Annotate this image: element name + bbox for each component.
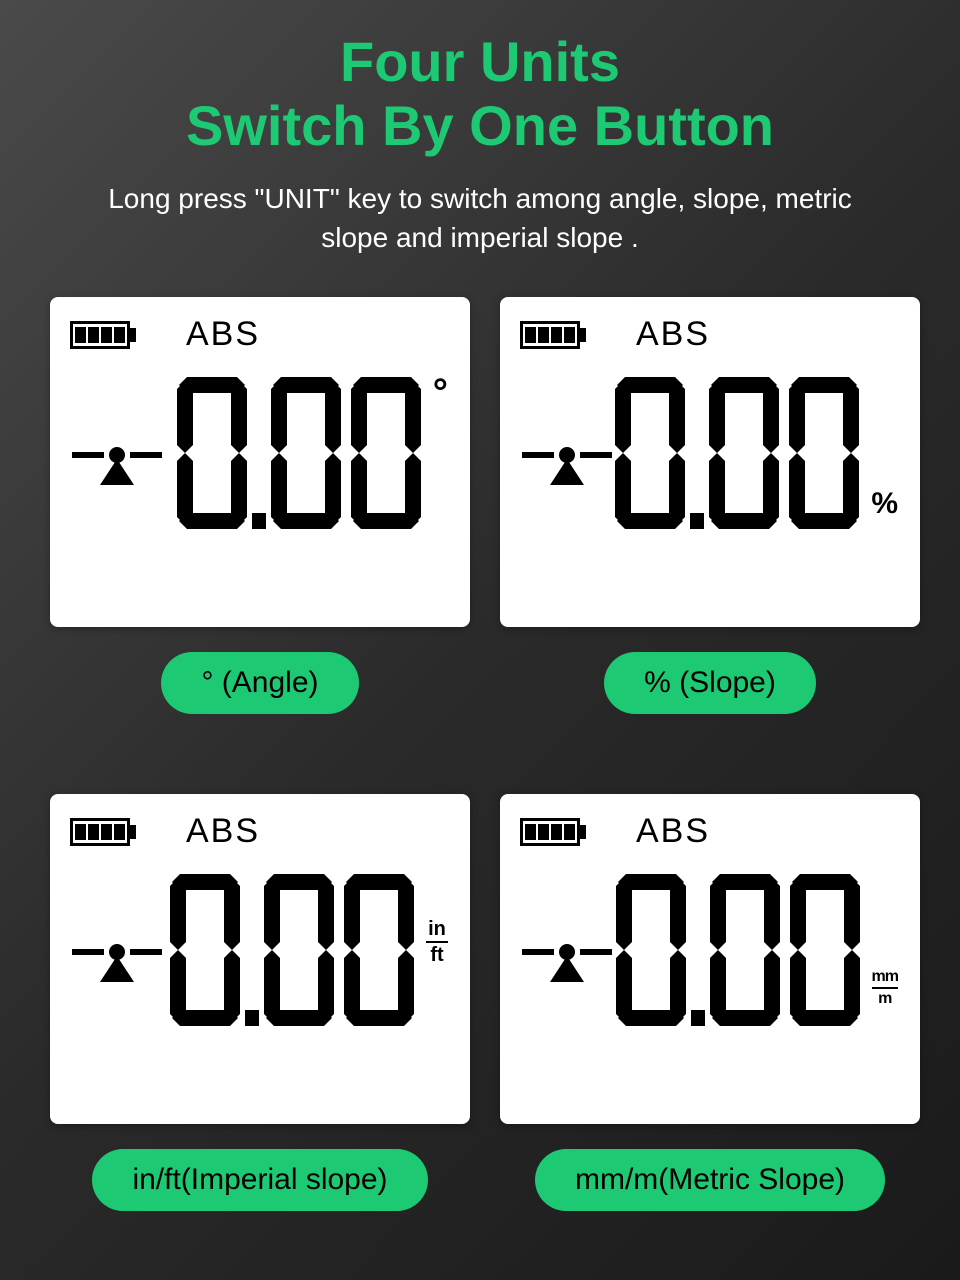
lcd-screen-slope: ABS [500, 297, 920, 627]
pill-label-imperial: in/ft(Imperial slope) [92, 1149, 427, 1211]
lcd-screen-angle: ABS [50, 297, 470, 627]
unit-symbol-percent: % [871, 487, 898, 521]
title-line-2: Switch By One Button [186, 94, 774, 157]
level-icon [72, 934, 162, 989]
level-icon [522, 437, 612, 492]
panel-slope: ABS [500, 297, 920, 714]
main-title: Four Units Switch By One Button [40, 30, 920, 159]
infographic-container: Four Units Switch By One Button Long pre… [0, 0, 960, 1280]
lcd-top-row: ABS [520, 315, 900, 354]
reading-area: mm m [616, 874, 898, 1029]
level-icon [72, 437, 162, 492]
pill-label-slope: % (Slope) [604, 652, 816, 714]
unit-symbol-degree: ° [433, 372, 448, 415]
unit-symbol-inft: in ft [426, 919, 448, 965]
reading-area: in ft [170, 874, 448, 1029]
lcd-top-row: ABS [520, 812, 900, 851]
panel-imperial: ABS [50, 794, 470, 1211]
subtitle-text: Long press "UNIT" key to switch among an… [40, 179, 920, 257]
reading-area: ° [177, 377, 448, 532]
panel-metric: ABS [500, 794, 920, 1211]
unit-top: in [426, 919, 448, 939]
fraction-line [872, 987, 898, 989]
panels-grid: ABS [40, 297, 920, 1211]
battery-icon [70, 321, 136, 349]
title-line-1: Four Units [340, 30, 620, 93]
unit-bottom: m [872, 991, 898, 1007]
lcd-top-row: ABS [70, 812, 450, 851]
fraction-line [426, 941, 448, 943]
unit-top: mm [872, 969, 898, 985]
lcd-screen-imperial: ABS [50, 794, 470, 1124]
level-icon [522, 934, 612, 989]
unit-symbol-mmm: mm m [872, 969, 898, 1007]
reading-digits [616, 874, 866, 1029]
battery-icon [70, 818, 136, 846]
reading-digits [170, 874, 420, 1029]
abs-label: ABS [186, 812, 260, 851]
lcd-top-row: ABS [70, 315, 450, 354]
reading-digits [177, 377, 427, 532]
abs-label: ABS [636, 315, 710, 354]
battery-icon [520, 321, 586, 349]
reading-digits [615, 377, 865, 532]
abs-label: ABS [186, 315, 260, 354]
reading-area: % [615, 377, 898, 532]
pill-label-metric: mm/m(Metric Slope) [535, 1149, 885, 1211]
abs-label: ABS [636, 812, 710, 851]
panel-angle: ABS [50, 297, 470, 714]
lcd-screen-metric: ABS [500, 794, 920, 1124]
battery-icon [520, 818, 586, 846]
unit-bottom: ft [426, 945, 448, 965]
pill-label-angle: ° (Angle) [161, 652, 358, 714]
